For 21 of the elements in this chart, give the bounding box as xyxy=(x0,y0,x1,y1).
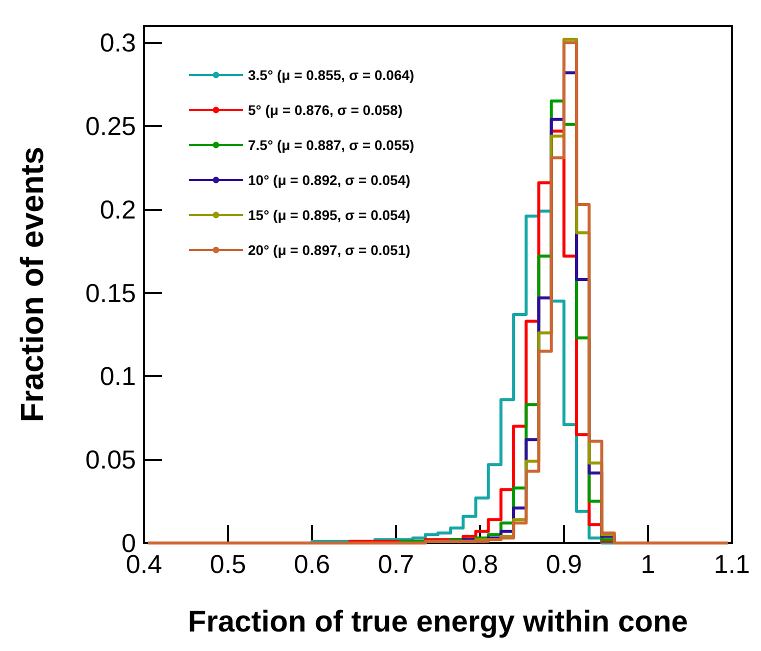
legend-label: 15° (μ = 0.895, σ = 0.054) xyxy=(248,207,410,223)
x-tick-label: 0.8 xyxy=(462,549,498,579)
legend-label: 7.5° (μ = 0.887, σ = 0.055) xyxy=(248,137,414,153)
x-tick-label: 0.7 xyxy=(378,549,414,579)
legend-label: 3.5° (μ = 0.855, σ = 0.064) xyxy=(248,67,414,83)
y-tick-label: 0.1 xyxy=(100,361,136,392)
x-tick-label: 0.6 xyxy=(294,549,330,579)
y-tick-label: 0.25 xyxy=(85,111,136,142)
x-tick-label: 0.5 xyxy=(210,549,246,579)
y-tick-label: 0.3 xyxy=(100,28,136,58)
x-tick-label: 0.9 xyxy=(546,549,582,579)
legend-label: 10° (μ = 0.892, σ = 0.054) xyxy=(248,172,410,188)
legend-label: 5° (μ = 0.876, σ = 0.058) xyxy=(248,102,402,118)
x-tick-label: 1.1 xyxy=(714,549,750,579)
x-tick-label: 1 xyxy=(640,549,656,579)
x-axis-title: Fraction of true energy within cone xyxy=(188,606,688,638)
y-axis-title: Fraction of events xyxy=(14,146,50,422)
y-tick-label: 0.15 xyxy=(85,278,136,308)
legend-label: 20° (μ = 0.897, σ = 0.051) xyxy=(248,242,410,258)
y-tick-label: 0.05 xyxy=(85,444,136,475)
y-tick-label: 0.2 xyxy=(100,194,136,224)
